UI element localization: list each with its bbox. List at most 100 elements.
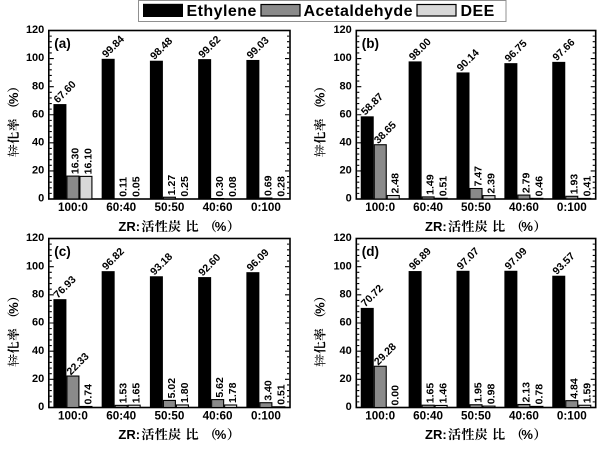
svg-text:0:100: 0:100 <box>557 410 587 423</box>
svg-text:1.65: 1.65 <box>425 383 437 404</box>
svg-text:%: % <box>521 219 533 234</box>
svg-text:1.27: 1.27 <box>166 175 178 196</box>
svg-text:0.98: 0.98 <box>486 384 498 405</box>
svg-text:0.78: 0.78 <box>533 384 545 405</box>
svg-text:1.46: 1.46 <box>438 383 450 404</box>
svg-text:%: % <box>6 92 21 104</box>
svg-text:(b): (b) <box>362 36 379 51</box>
svg-text:40:60: 40:60 <box>509 201 539 214</box>
svg-text:100: 100 <box>333 260 351 272</box>
svg-text:0:100: 0:100 <box>557 201 587 214</box>
svg-text:60:40: 60:40 <box>106 410 136 423</box>
svg-text:50:50: 50:50 <box>461 201 491 214</box>
svg-text:100:0: 100:0 <box>58 201 88 214</box>
svg-text:DEE: DEE <box>461 3 495 20</box>
svg-text:100: 100 <box>26 52 44 64</box>
svg-text:100:0: 100:0 <box>58 410 88 423</box>
svg-text:0.25: 0.25 <box>179 176 191 197</box>
svg-text:0.05: 0.05 <box>131 176 143 197</box>
svg-text:0.69: 0.69 <box>262 175 274 196</box>
svg-text:40: 40 <box>32 345 44 357</box>
svg-text:40:60: 40:60 <box>509 410 539 423</box>
svg-text:1.95: 1.95 <box>473 382 485 403</box>
svg-text:80: 80 <box>340 80 352 92</box>
svg-text:0.08: 0.08 <box>227 176 239 197</box>
svg-text:%: % <box>215 427 227 442</box>
svg-text:40:60: 40:60 <box>203 410 233 423</box>
svg-text:20: 20 <box>340 165 352 177</box>
svg-text:50:50: 50:50 <box>154 201 184 214</box>
svg-text:2.79: 2.79 <box>520 173 532 194</box>
svg-text:60: 60 <box>340 317 352 329</box>
svg-text:0.11: 0.11 <box>118 177 130 197</box>
svg-text:60: 60 <box>340 108 352 120</box>
svg-text:ZR:: ZR: <box>425 219 447 234</box>
svg-text:Ethylene: Ethylene <box>187 3 257 20</box>
svg-text:0.74: 0.74 <box>82 384 94 405</box>
svg-text:40:60: 40:60 <box>203 201 233 214</box>
svg-text:2.39: 2.39 <box>486 173 498 194</box>
svg-text:%: % <box>313 302 328 314</box>
svg-text:2.13: 2.13 <box>520 382 532 403</box>
svg-text:60: 60 <box>32 317 44 329</box>
svg-text:(a): (a) <box>54 36 71 51</box>
svg-text:16.10: 16.10 <box>82 148 94 174</box>
svg-text:50:50: 50:50 <box>461 410 491 423</box>
svg-text:20: 20 <box>340 373 352 385</box>
svg-text:0.41: 0.41 <box>581 176 593 197</box>
svg-text:1.53: 1.53 <box>118 383 130 404</box>
svg-text:60:40: 60:40 <box>413 201 443 214</box>
svg-text:1.59: 1.59 <box>581 383 593 404</box>
svg-text:60:40: 60:40 <box>106 201 136 214</box>
svg-text:0.51: 0.51 <box>438 176 450 197</box>
svg-text:0.46: 0.46 <box>533 176 545 197</box>
svg-text:ZR:: ZR: <box>118 427 140 442</box>
svg-text:40: 40 <box>340 136 352 148</box>
svg-text:0.28: 0.28 <box>275 176 287 197</box>
svg-text:1.65: 1.65 <box>131 383 143 404</box>
svg-text:0: 0 <box>38 193 44 205</box>
svg-text:40: 40 <box>340 345 352 357</box>
svg-text:4.84: 4.84 <box>568 378 580 399</box>
svg-text:120: 120 <box>26 232 44 244</box>
svg-text:50:50: 50:50 <box>154 410 184 423</box>
svg-text:1.80: 1.80 <box>179 382 191 403</box>
svg-text:ZR:: ZR: <box>425 427 447 442</box>
svg-text:ZR:: ZR: <box>118 219 140 234</box>
svg-text:0.30: 0.30 <box>214 176 226 197</box>
svg-text:120: 120 <box>333 232 351 244</box>
svg-text:1.49: 1.49 <box>425 174 437 195</box>
svg-text:(d): (d) <box>362 244 379 259</box>
svg-text:5.02: 5.02 <box>166 378 178 399</box>
svg-text:3.40: 3.40 <box>262 380 274 401</box>
svg-text:0: 0 <box>346 193 352 205</box>
svg-text:2.48: 2.48 <box>390 173 402 194</box>
svg-text:7.47: 7.47 <box>473 166 485 187</box>
svg-text:100: 100 <box>26 260 44 272</box>
svg-text:%: % <box>6 302 21 314</box>
svg-text:%: % <box>313 92 328 104</box>
svg-text:1.93: 1.93 <box>568 174 580 195</box>
svg-text:120: 120 <box>26 24 44 36</box>
svg-text:0: 0 <box>346 401 352 413</box>
svg-text:80: 80 <box>32 80 44 92</box>
svg-text:60:40: 60:40 <box>413 410 443 423</box>
svg-text:60: 60 <box>32 108 44 120</box>
svg-text:120: 120 <box>333 24 351 36</box>
svg-text:5.62: 5.62 <box>214 377 226 398</box>
svg-text:0: 0 <box>38 401 44 413</box>
svg-text:80: 80 <box>32 288 44 300</box>
svg-text:0.00: 0.00 <box>390 385 402 406</box>
svg-text:Acetaldehyde: Acetaldehyde <box>304 3 413 20</box>
svg-text:(c): (c) <box>54 244 71 259</box>
svg-text:0:100: 0:100 <box>251 410 281 423</box>
svg-text:0:100: 0:100 <box>251 201 281 214</box>
svg-text:1.78: 1.78 <box>227 382 239 403</box>
svg-text:%: % <box>215 219 227 234</box>
svg-text:%: % <box>521 427 533 442</box>
svg-text:16.30: 16.30 <box>69 148 81 174</box>
svg-text:100:0: 100:0 <box>365 201 395 214</box>
svg-text:0.51: 0.51 <box>275 384 287 405</box>
svg-text:100: 100 <box>333 52 351 64</box>
svg-text:20: 20 <box>32 165 44 177</box>
